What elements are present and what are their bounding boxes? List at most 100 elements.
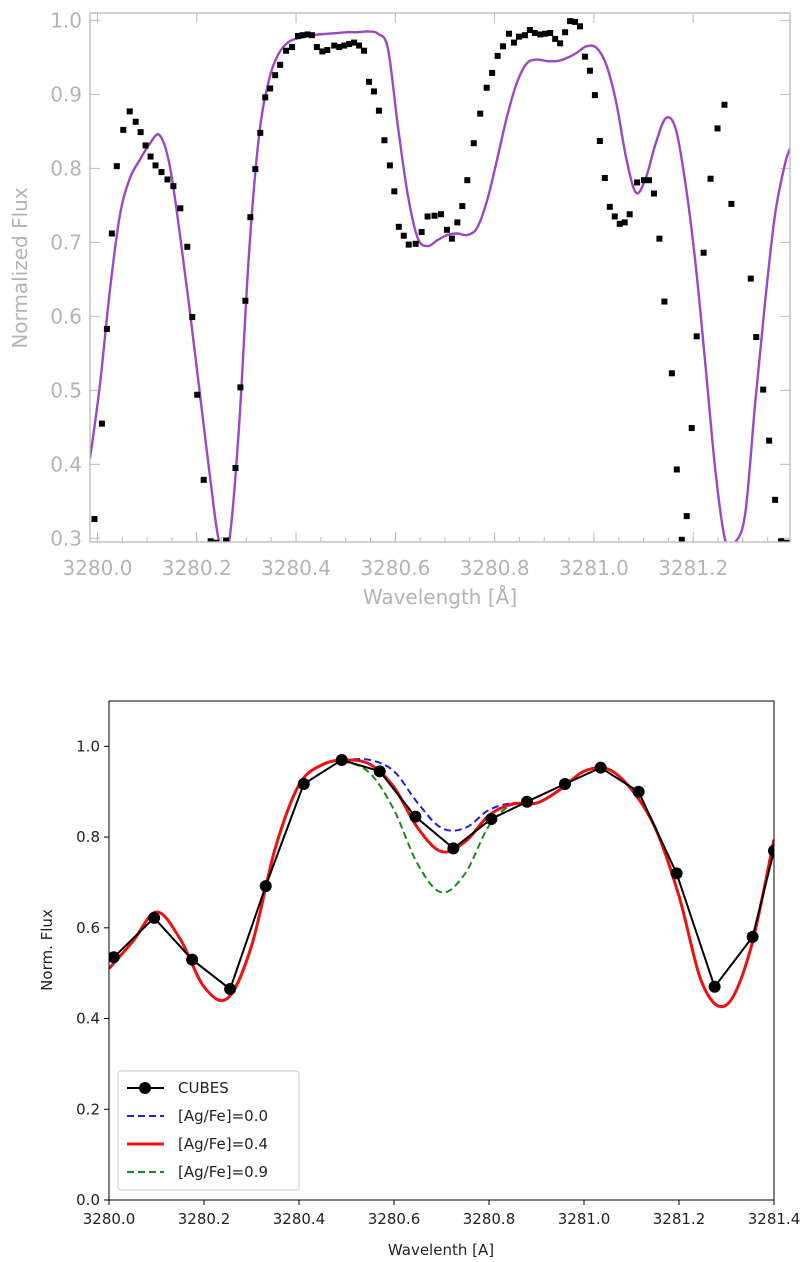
top-observed-point [98,420,105,427]
top-observed-point [542,30,549,37]
top-observed-point [200,476,207,483]
bottom-cubes-marker [224,983,237,996]
top-observed-point [247,214,254,221]
top-chart-x-tick-labels: 3280.0 3280.2 3280.4 3280.6 3280.8 3281.0 3281… [62,556,728,580]
top-observed-point [262,94,269,101]
bottom-y-tick-label: 0.2 [76,1100,100,1118]
top-observed-point [547,29,554,36]
top-observed-point [313,44,320,51]
top-observed-point [753,334,760,341]
top-observed-point [113,163,120,170]
top-observed-point [606,203,613,210]
top-observed-point [621,219,628,226]
legend-label: [Ag/Fe]=0.0 [178,1107,268,1125]
top-observed-point [336,44,343,51]
top-observed-point [515,33,522,40]
top-observed-point [700,249,707,256]
top-observed-point [537,31,544,38]
top-chart-y-axis-label: Normalized Flux [8,187,32,349]
bottom-cubes-marker [559,778,571,791]
top-x-tick-label: 3280.8 [460,556,530,580]
top-observed-point [351,39,358,46]
top-observed-point [483,84,490,91]
bottom-chart-plot-area [109,753,774,1009]
top-observed-point [688,425,695,432]
top-observed-point [366,78,373,85]
bottom-cubes-marker [485,812,498,825]
bottom-cubes-marker [297,778,310,791]
bottom-x-tick-label: 3280.6 [368,1210,421,1228]
top-model-thin-line [90,30,790,542]
top-observed-point [91,516,98,523]
top-observed-point [391,188,398,195]
top-x-tick-label: 3281.2 [658,556,728,580]
top-observed-point [721,101,728,108]
bottom-cubes-marker [768,844,774,857]
top-chart-frame [89,12,791,543]
bottom-x-tick-label: 3280.8 [463,1210,516,1228]
bottom-chart-legend: CUBES [Ag/Fe]=0.0 [Ag/Fe]=0.4 [Ag/Fe]=0.9 [117,1070,300,1191]
bottom-cubes-marker [632,785,645,798]
top-observed-point [237,384,244,391]
top-observed-point [510,39,517,46]
top-observed-point [596,137,603,144]
top-observed-point [728,200,735,207]
top-observed-point [454,219,461,226]
top-observed-point [158,169,165,176]
bottom-cubes-marker [746,930,759,943]
top-observed-point [108,230,115,237]
top-x-tick-label: 3280.6 [360,556,430,580]
top-observed-point [346,41,353,48]
top-observed-point [400,232,407,239]
bottom-cubes-marker [259,880,272,893]
top-observed-point [683,513,690,520]
top-observed-point [142,142,149,149]
top-observed-point [591,92,598,99]
top-chart-ticks [90,13,790,542]
top-observed-point [361,47,368,54]
top-y-tick-label: 0.8 [50,156,82,180]
top-observed-point [424,213,431,220]
top-observed-point [267,85,274,92]
top-observed-point [375,107,382,114]
bottom-y-tick-label: 0.0 [76,1191,100,1209]
top-observed-point [552,35,559,42]
top-observed-point [557,40,564,47]
top-observed-point [164,176,171,183]
top-observed-point [656,235,663,242]
top-observed-point [526,27,533,34]
top-observed-point [437,211,444,218]
top-observed-point [500,43,507,50]
bottom-chart-y-tick-labels: 0.0 0.2 0.4 0.6 0.8 1.0 [76,737,100,1209]
top-observed-point [448,235,455,242]
bottom-y-tick-label: 0.8 [76,828,100,846]
top-observed-point [431,212,438,219]
top-observed-point [586,67,593,74]
top-observed-point [747,275,754,282]
top-observed-point [641,177,648,184]
bottom-x-tick-label: 3281.4 [748,1210,801,1228]
top-observed-point [778,538,785,542]
top-observed-point [137,129,144,136]
top-observed-point [120,126,127,133]
bottom-x-tick-label: 3280.2 [178,1210,231,1228]
top-y-tick-label: 0.9 [50,82,82,106]
top-chart-y-tick-labels: 0.3 0.4 0.5 0.6 0.7 0.8 0.9 1.0 [50,8,82,550]
top-observed-point [103,325,110,332]
top-observed-point [289,44,296,51]
top-observed-point [470,140,477,147]
top-observed-point [189,314,196,321]
top-observed-point [170,183,177,190]
bottom-chart-x-tick-labels: 3280.0 3280.2 3280.4 3280.6 3280.8 3281.0 3281… [83,1210,801,1228]
bottom-cubes-marker [109,951,120,964]
bottom-cubes-marker [148,911,161,924]
top-observed-point [319,48,326,55]
bottom-x-tick-label: 3281.2 [653,1210,706,1228]
top-observed-point [252,166,259,173]
bottom-series-line-2 [109,758,774,1009]
top-observed-point [494,52,501,59]
top-observed-point [277,61,284,68]
top-x-tick-label: 3281.0 [559,556,629,580]
top-x-tick-label: 3280.2 [162,556,232,580]
top-model-line [90,30,790,542]
